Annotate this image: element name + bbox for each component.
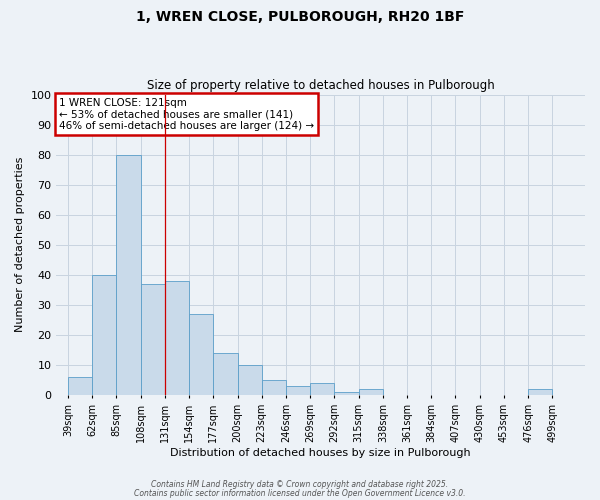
Bar <box>189 314 214 395</box>
Text: 1, WREN CLOSE, PULBOROUGH, RH20 1BF: 1, WREN CLOSE, PULBOROUGH, RH20 1BF <box>136 10 464 24</box>
Bar <box>92 275 116 395</box>
Bar <box>359 389 383 395</box>
Bar <box>262 380 286 395</box>
Y-axis label: Number of detached properties: Number of detached properties <box>15 157 25 332</box>
X-axis label: Distribution of detached houses by size in Pulborough: Distribution of detached houses by size … <box>170 448 471 458</box>
Bar <box>140 284 165 395</box>
Bar <box>238 365 262 395</box>
Title: Size of property relative to detached houses in Pulborough: Size of property relative to detached ho… <box>147 79 494 92</box>
Bar <box>214 353 238 395</box>
Bar <box>334 392 359 395</box>
Bar <box>68 377 92 395</box>
Text: 1 WREN CLOSE: 121sqm
← 53% of detached houses are smaller (141)
46% of semi-deta: 1 WREN CLOSE: 121sqm ← 53% of detached h… <box>59 98 314 131</box>
Bar <box>528 389 553 395</box>
Text: Contains HM Land Registry data © Crown copyright and database right 2025.: Contains HM Land Registry data © Crown c… <box>151 480 449 489</box>
Text: Contains public sector information licensed under the Open Government Licence v3: Contains public sector information licen… <box>134 488 466 498</box>
Bar <box>116 154 140 395</box>
Bar <box>310 383 334 395</box>
Bar <box>286 386 310 395</box>
Bar <box>165 281 189 395</box>
